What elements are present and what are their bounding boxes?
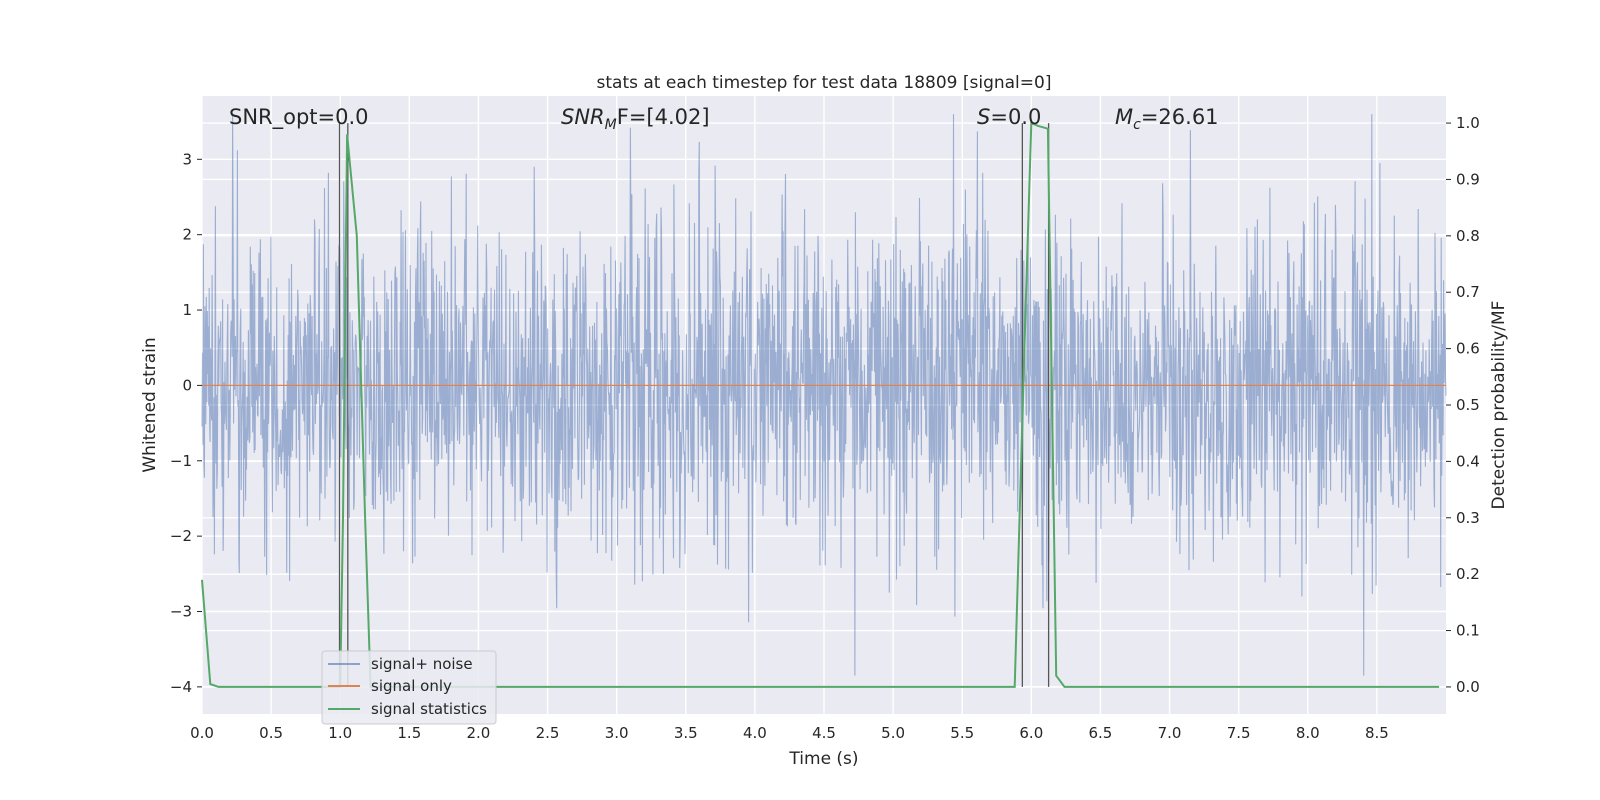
x-tick-label: 2.0 <box>467 724 491 742</box>
y-axis-right-label: Detection probability/MF <box>1489 301 1509 510</box>
x-tick-label: 2.5 <box>536 724 560 742</box>
y-right-tick-labels: 0.0 0.1 0.2 0.3 0.4 0.5 0.6 0.7 0.8 0.9 1.0 <box>1446 114 1480 696</box>
annotation-mc-main: M <box>1115 105 1133 129</box>
y2-tick-label: 1.0 <box>1456 114 1480 132</box>
legend-label-signal-only: signal only <box>371 677 452 695</box>
y-tick-label: −4 <box>170 678 192 696</box>
series-signal-noise <box>201 114 1447 676</box>
x-tick-label: 6.0 <box>1019 724 1043 742</box>
y-tick-label: −1 <box>170 452 192 470</box>
y-tick-label: 0 <box>182 376 192 394</box>
x-tick-label: 4.0 <box>743 724 767 742</box>
chart-title: stats at each timestep for test data 188… <box>597 73 1052 93</box>
x-tick-label: 0.5 <box>259 724 283 742</box>
x-tick-label: 3.0 <box>605 724 629 742</box>
x-tick-label: 5.0 <box>881 724 905 742</box>
annotation-mc-sub: c <box>1133 117 1141 133</box>
legend: signal+ noise signal only signal statist… <box>321 650 497 725</box>
x-tick-label: 7.0 <box>1158 724 1182 742</box>
legend-label-signal-noise: signal+ noise <box>371 655 473 673</box>
x-tick-label: 7.5 <box>1227 724 1251 742</box>
x-tick-labels: 0.0 0.5 1.0 1.5 2.0 2.5 3.0 3.5 4.0 4.5 5.0 5.5 6.0 6… <box>190 724 1389 742</box>
annotation-snr-mf-sub: M <box>605 117 617 133</box>
y2-tick-label: 0.9 <box>1456 170 1480 188</box>
y-axis-left-label: Whitened strain <box>140 337 160 472</box>
annotation-mc-rest: =26.61 <box>1141 105 1219 129</box>
x-tick-label: 3.5 <box>674 724 698 742</box>
y-left-tick-labels: −4 −3 −2 −1 0 1 2 3 <box>170 150 202 696</box>
annotation-s-main: S <box>977 105 990 129</box>
annotation-s: S=0.0 <box>977 105 1041 129</box>
legend-box <box>321 650 497 725</box>
y-tick-label: 3 <box>182 150 192 168</box>
x-tick-label: 8.5 <box>1365 724 1389 742</box>
x-tick-label: 5.5 <box>950 724 974 742</box>
y2-tick-label: 0.4 <box>1456 452 1480 470</box>
y2-tick-label: 0.2 <box>1456 565 1480 583</box>
annotation-s-rest: =0.0 <box>990 105 1041 129</box>
noise-trace <box>201 114 1447 676</box>
x-tick-label: 6.5 <box>1089 724 1113 742</box>
x-tick-label: 1.5 <box>397 724 421 742</box>
y2-tick-label: 0.6 <box>1456 340 1480 358</box>
annotation-snr-mf: SNRMF=[4.02] <box>561 105 710 133</box>
x-tick-label: 4.5 <box>812 724 836 742</box>
annotation-snr-opt: SNR_opt=0.0 <box>229 105 369 130</box>
annotation-snr-mf-main: SNR <box>561 105 605 129</box>
x-tick-label: 8.0 <box>1296 724 1320 742</box>
y-tick-label: 1 <box>182 301 192 319</box>
y2-tick-label: 0.8 <box>1456 227 1480 245</box>
y2-tick-label: 0.5 <box>1456 396 1480 414</box>
y2-tick-label: 0.1 <box>1456 622 1480 640</box>
y-tick-label: 2 <box>182 226 192 244</box>
y2-tick-label: 0.3 <box>1456 509 1480 527</box>
x-tick-label: 1.0 <box>328 724 352 742</box>
y-tick-label: −2 <box>170 527 192 545</box>
x-axis-label: Time (s) <box>788 749 858 769</box>
y2-tick-label: 0.0 <box>1456 678 1480 696</box>
annotation-mc: Mc=26.61 <box>1115 105 1219 133</box>
y-tick-label: −3 <box>170 603 192 621</box>
y2-tick-label: 0.7 <box>1456 283 1480 301</box>
annotation-snr-mf-rest: F=[4.02] <box>617 105 710 129</box>
x-tick-label: 0.0 <box>190 724 214 742</box>
legend-label-signal-statistics: signal statistics <box>371 700 487 718</box>
